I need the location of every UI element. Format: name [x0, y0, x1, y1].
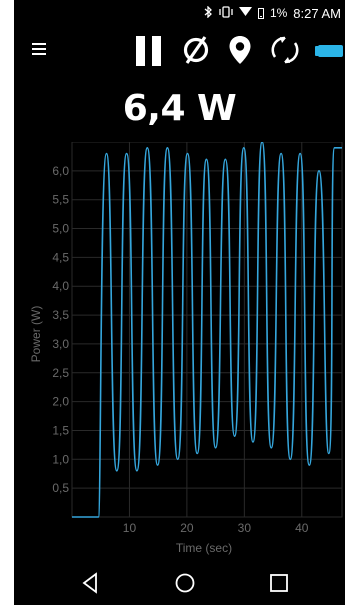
battery-icon[interactable] — [315, 44, 343, 57]
battery-percent: 1% — [269, 6, 288, 20]
y-tick-label: 5,0 — [52, 222, 69, 236]
app-screen: 1% 8:27 AM — [14, 0, 345, 605]
toolbar — [14, 30, 345, 74]
x-axis-label: Time (sec) — [176, 541, 232, 555]
x-tick-label: 30 — [238, 521, 252, 535]
y-tick-label: 1,5 — [52, 423, 69, 437]
y-tick-label: 1,0 — [52, 452, 69, 466]
y-tick-label: 3,0 — [52, 337, 69, 351]
back-icon[interactable] — [81, 572, 99, 599]
reset-icon[interactable] — [180, 32, 212, 68]
x-tick-label: 20 — [180, 521, 194, 535]
y-tick-label: 6,0 — [52, 164, 69, 178]
status-bar: 1% 8:27 AM — [14, 0, 345, 26]
battery-charging-icon — [257, 7, 264, 19]
pause-icon[interactable] — [136, 36, 164, 66]
y-tick-label: 2,0 — [52, 395, 69, 409]
y-axis-label: Power (W) — [29, 306, 43, 363]
clock: 8:27 AM — [293, 5, 341, 21]
y-tick-label: 0,5 — [52, 481, 69, 495]
recents-icon[interactable] — [268, 572, 290, 599]
vibrate-icon — [219, 5, 233, 21]
navigation-bar — [14, 566, 345, 605]
y-tick-label: 4,0 — [52, 279, 69, 293]
y-tick-label: 3,5 — [52, 308, 69, 322]
bluetooth-icon — [204, 4, 213, 21]
y-tick-label: 5,5 — [52, 193, 69, 207]
x-tick-label: 10 — [123, 521, 137, 535]
wifi-icon — [238, 6, 252, 20]
location-pin-icon[interactable] — [227, 34, 253, 66]
y-tick-label: 4,5 — [52, 250, 69, 264]
power-readout: 6,4 W — [122, 88, 237, 129]
home-icon[interactable] — [174, 572, 196, 599]
sync-icon[interactable] — [269, 34, 301, 66]
plot-area — [71, 142, 343, 518]
power-series-line — [72, 142, 342, 518]
x-tick-label: 40 — [295, 521, 309, 535]
y-tick-label: 2,5 — [52, 366, 69, 380]
power-chart: 0,5 1,0 1,5 2,0 2,5 3,0 3,5 4,0 4,5 5,0 5,5 6,0 10 2… — [29, 142, 343, 555]
menu-icon[interactable] — [32, 43, 46, 55]
